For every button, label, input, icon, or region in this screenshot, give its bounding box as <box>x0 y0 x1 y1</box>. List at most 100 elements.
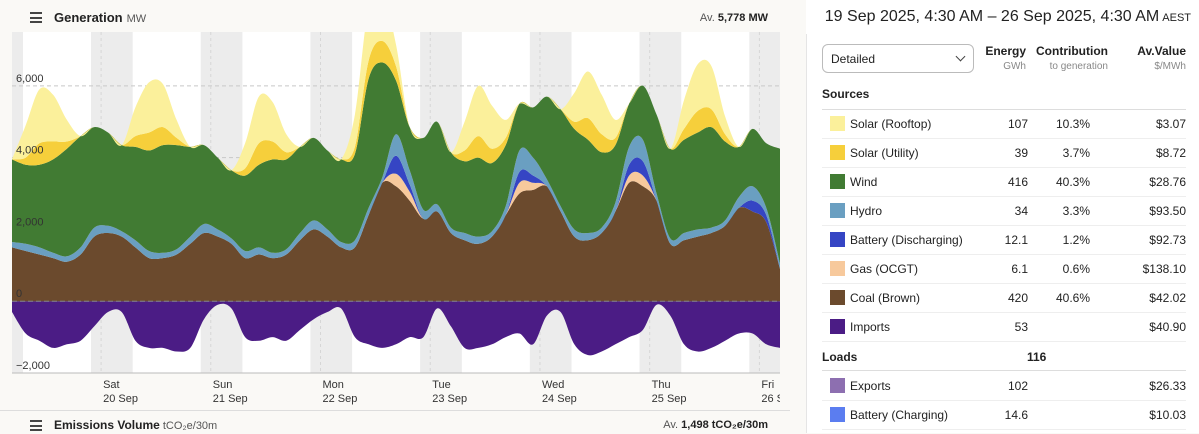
generation-chart[interactable]: −2,000 0 2,000 4,000 6,000 Sat 20 Sep Sun 21 Sep… <box>12 32 780 408</box>
av-value: $3.07 <box>1155 117 1186 131</box>
load-row[interactable]: Exports 102 $26.33 <box>822 371 1186 401</box>
legend-swatch <box>830 174 845 189</box>
energy-value: 53 <box>1014 320 1028 334</box>
x-tick-label: Mon <box>323 379 344 391</box>
divider <box>822 109 1186 110</box>
series-solar-utility-[interactable] <box>12 40 780 176</box>
summary-table: Detailed Energy GWh Contribution to genera… <box>806 34 1199 433</box>
menu-icon[interactable] <box>30 420 42 431</box>
load-name: Exports <box>850 379 891 393</box>
source-row[interactable]: Battery (Discharging) 12.1 1.2% $92.73 <box>822 225 1186 255</box>
y-tick-label: −2,000 <box>16 360 50 372</box>
source-name: Gas (OCGT) <box>850 262 918 276</box>
x-tick-label: Wed <box>542 379 564 391</box>
column-av-value[interactable]: Av.Value $/MWh <box>1137 44 1186 72</box>
source-row[interactable]: Coal (Brown) 420 40.6% $42.02 <box>822 283 1186 313</box>
energy-value: 34 <box>1014 204 1028 218</box>
x-tick-label: Sat <box>103 379 120 391</box>
av-value: $28.76 <box>1149 175 1186 189</box>
column-energy[interactable]: Energy GWh <box>985 44 1026 72</box>
av-value: $92.73 <box>1149 233 1186 247</box>
energy-value: 39 <box>1014 146 1028 160</box>
energy-value: 14.6 <box>1004 408 1028 422</box>
chart-unit: MW <box>126 13 147 25</box>
source-name: Battery (Discharging) <box>850 233 963 247</box>
energy-value: 107 <box>1007 117 1028 131</box>
load-row[interactable]: Battery (Charging) 14.6 $10.03 <box>822 400 1186 430</box>
loads-total: 116 <box>1027 350 1047 364</box>
contribution-value: 40.3% <box>1055 175 1090 189</box>
source-row[interactable]: Solar (Rooftop) 107 10.3% $3.07 <box>822 109 1186 139</box>
view-select-value: Detailed <box>831 52 876 66</box>
average-emissions: Av. 1,498 tCO₂e/30m <box>663 419 768 431</box>
x-tick-date: 21 Sep <box>213 393 248 405</box>
source-row[interactable]: Solar (Utility) 39 3.7% $8.72 <box>822 138 1186 168</box>
source-name: Imports <box>850 320 891 334</box>
source-name: Hydro <box>850 204 883 218</box>
legend-swatch <box>830 261 845 276</box>
series-wind[interactable] <box>12 62 780 264</box>
series-imports[interactable] <box>12 301 780 356</box>
contribution-value: 1.2% <box>1062 233 1090 247</box>
av-value: $26.33 <box>1149 379 1186 393</box>
source-row[interactable]: Hydro 34 3.3% $93.50 <box>822 196 1186 226</box>
legend-swatch <box>830 290 845 305</box>
average-generation: Av. 5,778 MW <box>699 12 768 24</box>
column-contribution[interactable]: Contribution to generation <box>1036 44 1108 72</box>
legend-swatch <box>830 116 845 131</box>
x-tick-label: Sun <box>213 379 233 391</box>
x-tick-date: 23 Sep <box>432 393 467 405</box>
source-row[interactable]: Imports 53 $40.90 <box>822 312 1186 342</box>
view-select[interactable]: Detailed <box>822 44 974 73</box>
legend-swatch <box>830 378 845 393</box>
contribution-value: 3.3% <box>1062 204 1090 218</box>
emissions-header: Emissions Volume tCO₂e/30m Av. 1,498 tCO₂… <box>0 410 790 434</box>
y-tick-label: 4,000 <box>16 145 44 157</box>
date-range-text: 19 Sep 2025, 4:30 AM – 26 Sep 2025, 4:30… <box>824 8 1160 25</box>
source-name: Solar (Utility) <box>850 146 919 160</box>
chart-title: Generation MW <box>54 10 147 25</box>
summary-panel: 19 Sep 2025, 4:30 AM – 26 Sep 2025, 4:30… <box>806 0 1199 433</box>
energy-value: 6.1 <box>1011 262 1028 276</box>
menu-icon[interactable] <box>30 12 42 23</box>
av-value: $93.50 <box>1149 204 1186 218</box>
av-value: $40.90 <box>1149 320 1186 334</box>
source-name: Coal (Brown) <box>850 291 921 305</box>
legend-swatch <box>830 203 845 218</box>
timezone-label: AEST <box>1162 12 1191 24</box>
energy-value: 416 <box>1007 175 1028 189</box>
generation-panel: Generation MW Av. 5,778 MW −2,000 0 2,000 4,… <box>0 0 790 434</box>
legend-swatch <box>830 407 845 422</box>
loads-heading: Loads <box>822 350 858 364</box>
x-tick-label: Tue <box>432 379 451 391</box>
source-row[interactable]: Gas (OCGT) 6.1 0.6% $138.10 <box>822 254 1186 284</box>
x-tick-date: 22 Sep <box>323 393 358 405</box>
series-coal-brown-[interactable] <box>12 180 780 302</box>
legend-swatch <box>830 319 845 334</box>
load-name: Battery (Charging) <box>850 408 949 422</box>
x-tick-date: 24 Sep <box>542 393 577 405</box>
legend-swatch <box>830 145 845 160</box>
av-value: $138.10 <box>1142 262 1186 276</box>
x-tick-label: Fri <box>761 379 774 391</box>
av-value: $10.03 <box>1149 408 1186 422</box>
x-tick-date: 20 Sep <box>103 393 138 405</box>
contribution-value: 10.3% <box>1055 117 1090 131</box>
energy-value: 420 <box>1007 291 1028 305</box>
generation-header: Generation MW Av. 5,778 MW <box>0 0 790 34</box>
source-name: Wind <box>850 175 878 189</box>
date-range[interactable]: 19 Sep 2025, 4:30 AM – 26 Sep 2025, 4:30… <box>806 0 1199 34</box>
source-row[interactable]: Wind 416 40.3% $28.76 <box>822 167 1186 197</box>
energy-value: 102 <box>1007 379 1028 393</box>
energy-value: 12.1 <box>1004 233 1028 247</box>
y-tick-label: 6,000 <box>16 73 44 85</box>
contribution-value: 3.7% <box>1062 146 1090 160</box>
series-solar-rooftop-[interactable] <box>12 32 780 172</box>
sources-heading: Sources <box>822 87 870 101</box>
source-name: Solar (Rooftop) <box>850 117 932 131</box>
x-tick-date: 26 Sep <box>761 393 780 405</box>
contribution-value: 0.6% <box>1062 262 1090 276</box>
series-hydro[interactable] <box>12 134 780 269</box>
chevron-down-icon <box>955 51 966 62</box>
emissions-title: Emissions Volume tCO₂e/30m <box>54 418 218 432</box>
